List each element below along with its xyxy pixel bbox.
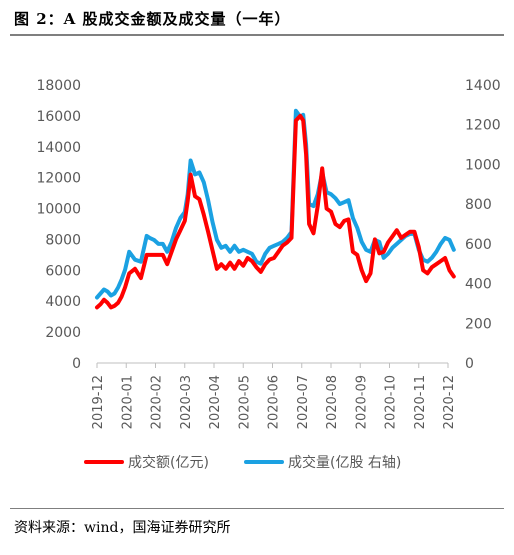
y-left-tick-label: 8000 <box>45 232 81 248</box>
y-right-tick-label: 1200 <box>465 118 501 134</box>
figure-title: 图 2：A 股成交金额及成交量（一年） <box>14 10 291 28</box>
x-tick-label: 2020-04 <box>208 375 223 429</box>
x-tick-label: 2020-10 <box>384 375 399 429</box>
source-rule <box>10 508 504 509</box>
source-note: 资料来源：wind，国海证券研究所 <box>14 520 231 536</box>
y-right-tick-label: 1400 <box>465 78 501 94</box>
line-chart: 2019-12 2020-01 2020-02 2020-03 2020-04 2020-… <box>36 78 500 471</box>
y-right-tick-label: 400 <box>465 277 492 293</box>
x-tick-label: 2020-05 <box>237 375 252 429</box>
series-line-volume <box>95 108 456 300</box>
x-tick-label: 2019-12 <box>91 375 106 429</box>
y-left-tick-label: 16000 <box>36 109 81 125</box>
y-left-tick-label: 10000 <box>36 202 81 218</box>
y-right-tick-label: 200 <box>465 316 492 332</box>
y-left-tick-label: 18000 <box>36 78 81 94</box>
title-rule <box>10 34 504 36</box>
y-right-tick-label: 600 <box>465 237 492 253</box>
chart-series <box>95 108 456 310</box>
x-tick-label: 2020-06 <box>267 375 282 429</box>
legend-item-volume-label: 成交量(亿股 右轴) <box>288 454 401 471</box>
y-right-tick-label: 0 <box>465 356 474 372</box>
chart-ticks: 2019-12 2020-01 2020-02 2020-03 2020-04 2020-… <box>36 78 500 429</box>
y-right-tick-label: 1000 <box>465 157 501 173</box>
legend-item-amount-label: 成交额(亿元) <box>128 454 209 471</box>
x-tick-label: 2020-09 <box>354 375 369 429</box>
x-tick-label: 2020-03 <box>179 375 194 429</box>
y-left-tick-label: 12000 <box>36 171 81 187</box>
y-left-tick-label: 6000 <box>45 263 81 279</box>
chart-legend: 成交额(亿元) 成交量(亿股 右轴) <box>84 454 401 471</box>
x-tick-label: 2020-08 <box>325 375 340 429</box>
y-left-tick-label: 2000 <box>45 325 81 341</box>
x-tick-label: 2020-07 <box>296 375 311 429</box>
x-tick-label: 2020-01 <box>120 375 135 429</box>
y-right-tick-label: 800 <box>465 197 492 213</box>
series-line-amount <box>95 113 456 310</box>
x-tick-label: 2020-12 <box>442 375 457 429</box>
x-tick-label: 2020-11 <box>413 375 428 429</box>
x-tick-label: 2020-02 <box>150 375 165 429</box>
y-left-tick-label: 14000 <box>36 140 81 156</box>
y-left-tick-label: 0 <box>72 356 81 372</box>
y-left-tick-label: 4000 <box>45 294 81 310</box>
